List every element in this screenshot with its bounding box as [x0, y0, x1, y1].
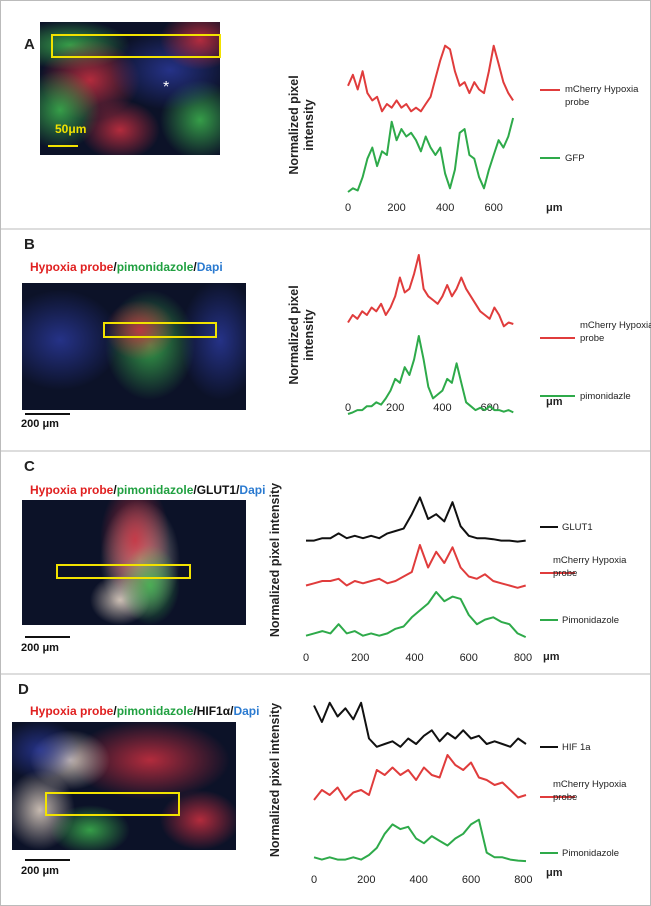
profile-line — [313, 818, 527, 863]
x-axis-label: μm — [543, 651, 560, 663]
x-tick-label: 600 — [485, 202, 503, 214]
caption-part: pimonidazole — [116, 260, 194, 274]
y-axis-label: Normalized pixel intensity — [287, 285, 316, 385]
caption-part: / — [236, 483, 240, 497]
micrograph-stain — [160, 22, 220, 70]
x-tick-label: 600 — [460, 652, 478, 664]
panel-label: C — [24, 458, 35, 475]
panel-label: D — [18, 681, 29, 698]
profile-line — [305, 591, 527, 639]
x-tick-label: 800 — [514, 652, 532, 664]
micrograph-stain — [12, 722, 80, 780]
profile-line — [347, 335, 514, 415]
legend-label: Pimonidazole — [562, 615, 620, 626]
roi-box — [103, 322, 217, 338]
caption-part: / — [113, 260, 117, 274]
caption-part: / — [113, 704, 117, 718]
image-caption: Hypoxia probe/pimonidazole/GLUT1/Dapi — [30, 483, 265, 497]
profile-line — [347, 44, 514, 113]
micrograph-stain — [105, 300, 175, 360]
caption-part: Dapi — [196, 260, 223, 274]
x-axis-label: μm — [546, 867, 563, 879]
image-annotation: * — [163, 79, 169, 96]
x-tick-label: 800 — [514, 874, 532, 886]
legend-label: mCherry Hypoxia probe — [580, 320, 651, 344]
roi-box — [45, 792, 180, 816]
caption-part: / — [193, 483, 197, 497]
profile-line — [313, 701, 527, 748]
x-tick-label: 400 — [410, 874, 428, 886]
x-tick-label: 400 — [433, 402, 451, 414]
roi-box — [56, 564, 191, 579]
micrograph-stain — [22, 290, 120, 390]
micrograph-stain — [180, 283, 246, 400]
legend-label: mCherry Hypoxia probe — [565, 84, 639, 108]
caption-part: GLUT1 — [196, 483, 237, 497]
micrograph-stain — [80, 100, 160, 155]
caption-part: Dapi — [239, 483, 266, 497]
caption-part: / — [230, 704, 234, 718]
x-tick-label: 0 — [345, 402, 351, 414]
panel-label: B — [24, 236, 35, 253]
x-tick-label: 600 — [480, 402, 498, 414]
micrograph-stain — [120, 545, 180, 625]
caption-part: Hypoxia probe — [30, 260, 114, 274]
scale-label: 200 μm — [21, 418, 59, 430]
profile-line — [313, 754, 527, 801]
scale-label: 50μm — [55, 122, 86, 136]
x-tick-label: 0 — [345, 202, 351, 214]
y-axis-label: Normalized pixel intensity — [268, 482, 282, 638]
micrograph-stain — [70, 722, 230, 800]
x-tick-label: 400 — [405, 652, 423, 664]
profile-line — [305, 544, 526, 589]
legend-label: Pimonidazole — [562, 848, 620, 859]
profile-line — [306, 496, 526, 543]
legend-label: GLUT1 — [562, 522, 593, 533]
legend-label: HIF 1a — [562, 742, 591, 753]
x-tick-label: 200 — [386, 402, 404, 414]
scale-label: 200 μm — [21, 642, 59, 654]
profile-line — [347, 117, 515, 193]
legend-label: mCherry Hypoxia probe — [553, 779, 627, 803]
caption-part: HIF1α — [196, 704, 231, 718]
y-axis-label: Normalized pixel intensity — [287, 75, 316, 175]
caption-part: pimonidazole — [116, 704, 194, 718]
x-tick-label: 0 — [311, 874, 317, 886]
profile-line — [347, 254, 514, 328]
micrograph-stain — [160, 790, 236, 850]
caption-part: / — [113, 483, 117, 497]
legend-label: mCherry Hypoxia probe — [553, 555, 627, 579]
x-axis-label: μm — [546, 202, 563, 214]
image-caption: Hypoxia probe/pimonidazole/HIF1α/Dapi — [30, 704, 259, 718]
caption-part: Hypoxia probe — [30, 704, 114, 718]
legend-label: pimonidazle — [580, 391, 631, 402]
roi-box — [51, 34, 221, 58]
x-tick-label: 200 — [357, 874, 375, 886]
panel-label: A — [24, 36, 35, 53]
image-caption: Hypoxia probe/pimonidazole/Dapi — [30, 260, 223, 274]
caption-part: / — [193, 260, 197, 274]
caption-part: / — [193, 704, 197, 718]
scale-label: 200 μm — [21, 865, 59, 877]
legend-label: GFP — [565, 153, 585, 164]
caption-part: Dapi — [233, 704, 260, 718]
x-tick-label: 200 — [351, 652, 369, 664]
x-axis-label: μm — [546, 396, 563, 408]
micrograph-stain — [50, 805, 130, 850]
x-tick-label: 600 — [462, 874, 480, 886]
x-tick-label: 400 — [436, 202, 454, 214]
x-tick-label: 200 — [387, 202, 405, 214]
caption-part: Hypoxia probe — [30, 483, 114, 497]
y-axis-label: Normalized pixel intensity — [268, 702, 282, 858]
caption-part: pimonidazole — [116, 483, 194, 497]
x-tick-label: 0 — [303, 652, 309, 664]
